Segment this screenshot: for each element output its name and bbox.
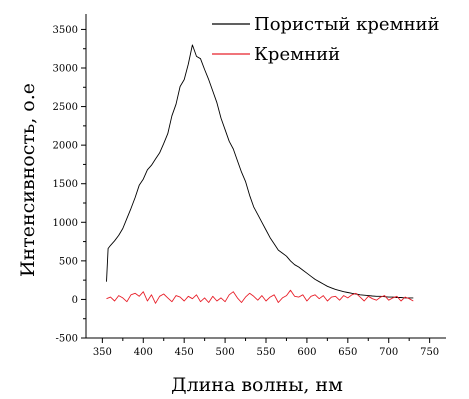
legend-label-0: Пористый кремний [254, 14, 440, 35]
series-line-0 [106, 44, 414, 299]
y-tick-label: 0 [72, 295, 78, 306]
y-tick-label: 1000 [53, 218, 78, 229]
y-tick-label: 3000 [53, 64, 78, 75]
y-tick-label: 1500 [53, 179, 78, 190]
y-tick-label: 2500 [53, 102, 78, 113]
x-tick-label: 500 [216, 347, 235, 358]
x-tick-label: 450 [175, 347, 194, 358]
x-tick-label: 700 [379, 347, 398, 358]
x-axis-title: Длина волны, нм [171, 374, 343, 396]
series-line-1 [106, 289, 414, 304]
series-layer [106, 44, 414, 304]
y-tick-label: 3500 [53, 25, 78, 36]
x-tick-label: 750 [420, 347, 439, 358]
y-tick-label: 2000 [53, 141, 78, 152]
y-tick-label: -500 [56, 334, 78, 345]
x-tick-label: 600 [297, 347, 316, 358]
x-tick-label: 550 [256, 347, 275, 358]
x-tick-label: 650 [338, 347, 357, 358]
x-tick-label: 350 [93, 347, 112, 358]
y-axis-ticks: -500 0 500 1000 1500 2000 2500 3000 3500 [53, 25, 86, 345]
x-axis-ticks: 350 400 450 500 550 600 650 700 750 [93, 338, 439, 358]
y-tick-label: 500 [59, 256, 78, 267]
y-axis-title: Интенсивность, о.е [17, 83, 39, 277]
legend: Пористый кремний Кремний [212, 14, 440, 65]
legend-label-1: Кремний [254, 44, 340, 65]
x-tick-label: 400 [134, 347, 153, 358]
